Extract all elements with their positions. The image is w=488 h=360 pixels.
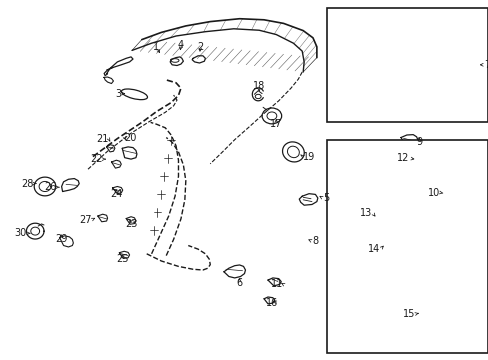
Text: 12: 12 [397, 153, 409, 163]
Text: 27: 27 [79, 215, 92, 225]
Text: 9: 9 [416, 137, 422, 147]
Bar [326, 8, 487, 122]
Text: 20: 20 [124, 132, 137, 143]
Text: 10: 10 [427, 188, 439, 198]
Text: 1: 1 [153, 42, 159, 52]
Text: 5: 5 [322, 193, 328, 203]
Text: 6: 6 [236, 278, 242, 288]
Text: 19: 19 [303, 152, 315, 162]
Text: 13: 13 [360, 208, 372, 218]
Text: 29: 29 [55, 234, 67, 244]
Text: 24: 24 [110, 189, 122, 199]
Text: 18: 18 [252, 81, 265, 91]
Text: 28: 28 [21, 179, 33, 189]
Text: 4: 4 [178, 40, 183, 50]
Text: 30: 30 [15, 228, 27, 238]
Text: 8: 8 [311, 236, 318, 246]
Text: 2: 2 [197, 42, 203, 52]
Text: 16: 16 [265, 298, 277, 308]
Text: 15: 15 [403, 309, 415, 319]
Text: 14: 14 [367, 244, 380, 254]
Bar [326, 140, 487, 353]
Text: 22: 22 [90, 154, 102, 164]
Text: 25: 25 [116, 254, 128, 264]
Text: 11: 11 [271, 279, 283, 289]
Text: 21: 21 [96, 134, 108, 144]
Text: 3: 3 [115, 89, 121, 99]
Text: 23: 23 [124, 219, 137, 229]
Text: 17: 17 [269, 119, 282, 129]
Text: 26: 26 [44, 182, 56, 192]
Text: 7: 7 [483, 60, 488, 70]
